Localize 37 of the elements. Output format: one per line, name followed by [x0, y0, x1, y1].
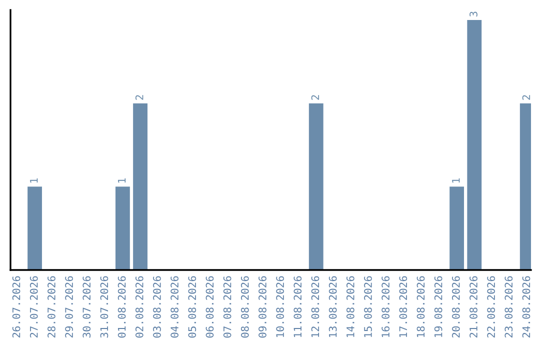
x-tick-label: 05.08.2026 [188, 276, 196, 338]
x-tick-label: 29.07.2026 [65, 276, 73, 338]
data-label: 2 [311, 95, 320, 100]
data-label: 1 [452, 178, 460, 183]
x-tick-label: 15.08.2026 [364, 276, 372, 338]
data-label: 1 [118, 178, 126, 183]
x-tick-label: 23.08.2026 [504, 276, 513, 338]
x-tick-label: 19.08.2026 [434, 276, 442, 338]
x-tick-label: 16.08.2026 [382, 276, 390, 338]
x-tick-label: 26.07.2026 [12, 276, 20, 338]
x-tick-label: 28.07.2026 [48, 276, 56, 338]
x-tick-label: 11.08.2026 [294, 276, 302, 338]
data-label: 3 [470, 12, 478, 17]
x-tick-label: 10.08.2026 [276, 276, 284, 338]
data-label: 1 [30, 178, 38, 183]
x-tick-label: 21.08.2026 [470, 276, 478, 338]
x-tick-label: 30.07.2026 [82, 276, 91, 338]
x-tick-label: 27.07.2026 [30, 276, 38, 338]
x-tick-label: 02.08.2026 [135, 276, 144, 338]
x-tick-label: 09.08.2026 [258, 276, 266, 338]
data-label: 2 [135, 95, 144, 100]
x-tick-label: 06.08.2026 [206, 276, 214, 338]
x-tick-label: 03.08.2026 [153, 276, 161, 338]
x-tick-label: 13.08.2026 [328, 276, 337, 338]
x-tick-label: 01.08.2026 [118, 276, 126, 338]
x-tick-label: 04.08.2026 [170, 276, 178, 338]
x-tick-label: 07.08.2026 [223, 276, 232, 338]
x-tick-label: 17.08.2026 [399, 276, 408, 338]
x-tick-label: 24.08.2026 [522, 276, 530, 338]
x-tick-label: 14.08.2026 [346, 276, 354, 338]
x-tick-label: 08.08.2026 [240, 276, 249, 338]
x-tick-label: 31.07.2026 [100, 276, 108, 338]
x-tick-label: 18.08.2026 [416, 276, 425, 338]
x-tick-label: 20.08.2026 [452, 276, 460, 338]
data-label: 2 [522, 95, 530, 100]
x-tick-label: 12.08.2026 [311, 276, 320, 338]
x-tick-label: 22.08.2026 [487, 276, 496, 338]
